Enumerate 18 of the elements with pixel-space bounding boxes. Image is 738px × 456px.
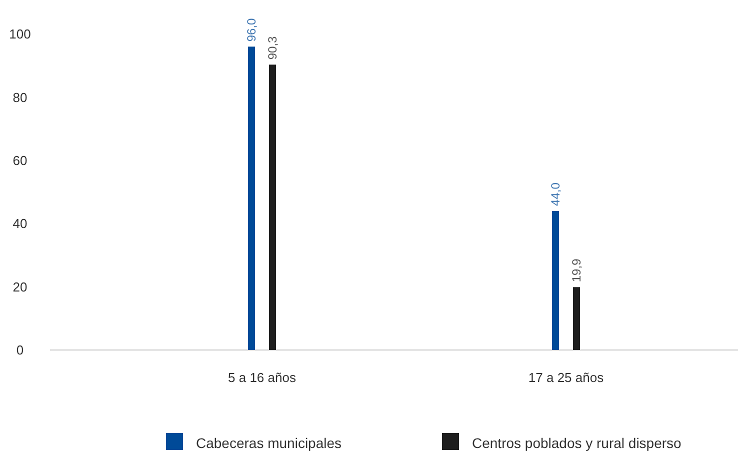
y-tick-label: 80	[12, 90, 28, 105]
bar	[269, 64, 276, 350]
y-tick-label: 0	[16, 342, 24, 358]
data-label: 44,0	[548, 182, 562, 206]
data-label: 96,0	[244, 18, 258, 42]
legend-label: Centros poblados y rural disperso	[472, 435, 682, 451]
bar	[573, 287, 580, 350]
x-tick-label: 17 a 25 años	[528, 370, 604, 385]
y-tick-label: 40	[12, 216, 28, 232]
data-label: 90,3	[266, 36, 280, 60]
data-label: 19,9	[570, 258, 584, 282]
x-tick-label: 5 a 16 años	[228, 370, 296, 385]
bar	[248, 46, 255, 350]
y-tick-label: 100	[9, 26, 31, 42]
y-tick-label: 60	[12, 152, 28, 168]
y-tick-label: 20	[12, 279, 28, 294]
bar	[552, 210, 559, 350]
legend-label: Cabeceras municipales	[196, 435, 342, 451]
